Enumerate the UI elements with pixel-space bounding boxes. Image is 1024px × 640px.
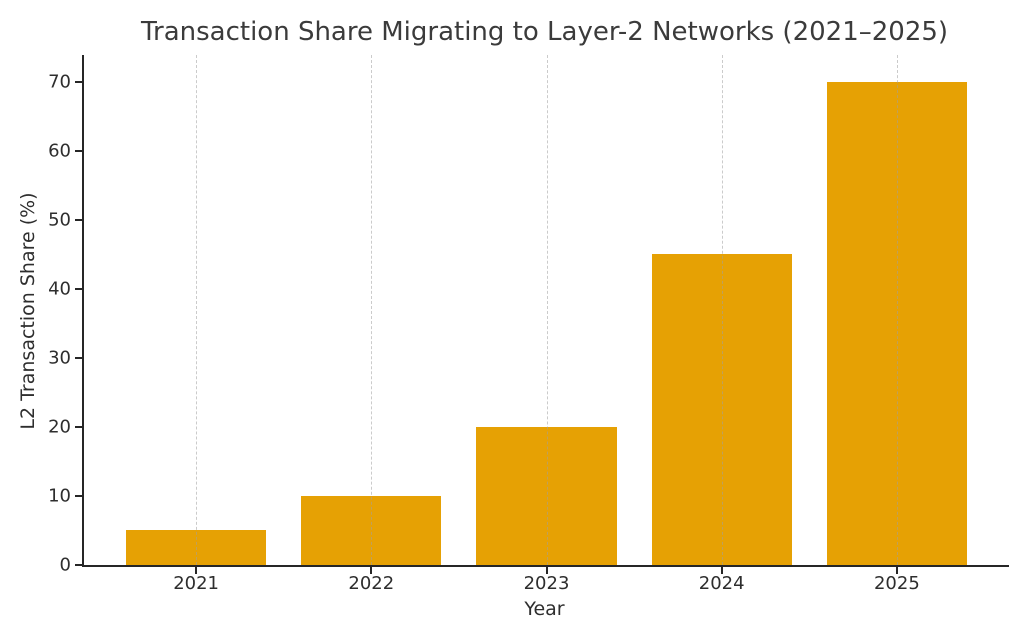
y-tick-label-60: 60	[48, 140, 71, 162]
gridline-2021	[196, 55, 198, 565]
x-tick-label-2023: 2023	[523, 573, 570, 594]
y-tick-mark-40	[75, 287, 82, 290]
x-tick-mark-2022	[370, 567, 373, 574]
y-tick-mark-20	[75, 425, 82, 428]
y-tick-mark-0	[75, 564, 82, 566]
x-tick-label-2021: 2021	[173, 573, 220, 594]
bar-2024	[651, 254, 792, 565]
bar-2021	[126, 530, 267, 565]
gridline-2025	[896, 55, 898, 565]
y-tick-label-40: 40	[48, 278, 71, 300]
bar-2023	[476, 426, 617, 565]
y-tick-mark-30	[75, 356, 82, 359]
gridline-2023	[546, 55, 548, 565]
x-tick-label-2022: 2022	[348, 573, 395, 594]
y-tick-label-50: 50	[48, 209, 71, 231]
y-tick-label-70: 70	[48, 71, 71, 93]
x-tick-mark-2023	[545, 567, 548, 574]
y-tick-mark-70	[75, 80, 82, 83]
y-tick-label-0: 0	[59, 554, 71, 576]
x-tick-mark-2024	[720, 567, 723, 574]
plot-area: 0 10 20 30 40 50 60 70 2021 2022 2023 2024 2025	[48, 55, 1009, 594]
x-axis-label: Year	[524, 598, 565, 620]
gridline-2022	[371, 55, 373, 565]
bar-2025	[826, 81, 967, 565]
y-axis-label: L2 Transaction Share (%)	[17, 192, 39, 430]
y-tick-label-30: 30	[48, 347, 71, 369]
y-tick-label-10: 10	[48, 485, 71, 507]
x-tick-mark-2021	[195, 567, 198, 574]
x-tick-mark-2025	[895, 567, 898, 574]
x-tick-label-2024: 2024	[698, 573, 745, 594]
y-tick-mark-10	[75, 494, 82, 497]
x-tick-label-2025: 2025	[873, 573, 920, 594]
chart-title: Transaction Share Migrating to Layer-2 N…	[140, 17, 949, 47]
y-tick-mark-60	[75, 149, 82, 152]
y-tick-mark-50	[75, 218, 82, 221]
y-tick-label-20: 20	[48, 416, 71, 438]
gridline-2024	[721, 55, 723, 565]
